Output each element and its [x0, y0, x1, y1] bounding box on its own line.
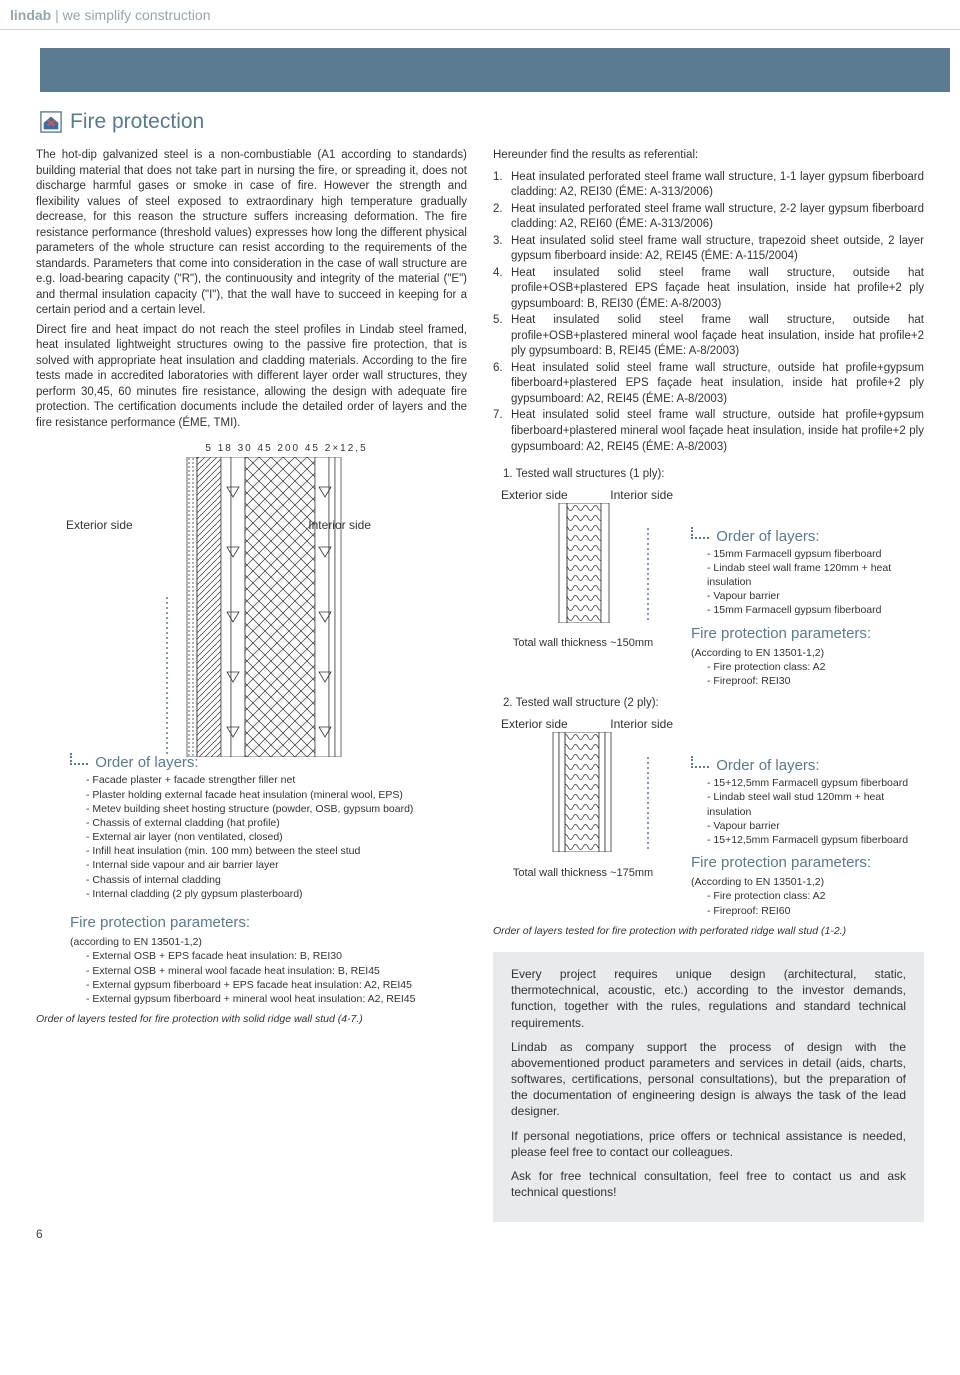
- referential-list: 1.Heat insulated perforated steel frame …: [493, 170, 924, 455]
- order-list-r2: 15+12,5mm Farmacell gypsum fiberboardLin…: [691, 776, 924, 847]
- dot-leader-icon: [691, 756, 709, 768]
- referential-item: 4.Heat insulated solid steel frame wall …: [493, 266, 924, 313]
- list-item: External gypsum fiberboard + mineral woo…: [86, 992, 467, 1006]
- referential-item: 3.Heat insulated solid steel frame wall …: [493, 234, 924, 265]
- fire-params-heading-r1: Fire protection parameters:: [691, 624, 924, 644]
- list-item: Infill heat insulation (min. 100 mm) bet…: [86, 844, 467, 858]
- fire-params-list: External OSB + EPS facade heat insulatio…: [70, 949, 467, 1006]
- referential-item: 1.Heat insulated perforated steel frame …: [493, 170, 924, 201]
- wall-mini-diagram-2: [493, 732, 673, 852]
- list-item: Internal side vapour and air barrier lay…: [86, 858, 467, 872]
- list-item: Lindab steel wall frame 120mm + heat ins…: [707, 561, 924, 589]
- tested-note-left: Order of layers tested for fire protecti…: [36, 1012, 467, 1026]
- dimension-row: 5 18 30 45 200 45 2×12,5: [106, 442, 467, 456]
- interior-label-r2: Interior side: [610, 716, 673, 732]
- list-item: Vapour barrier: [707, 819, 924, 833]
- dot-leader-icon: [70, 753, 88, 765]
- left-column: The hot-dip galvanized steel is a non-co…: [36, 148, 467, 1222]
- tested-note-right: Order of layers tested for fire protecti…: [493, 924, 924, 938]
- info-p3: If personal negotiations, price offers o…: [511, 1128, 906, 1160]
- order-of-layers-heading-r2: Order of layers:: [716, 757, 819, 774]
- tested-1-label: 1. Tested wall structures (1 ply):: [503, 467, 924, 483]
- body-paragraph-2: Direct fire and heat impact do not reach…: [36, 323, 467, 432]
- page-number: 6: [36, 1226, 960, 1242]
- referential-item: 2.Heat insulated perforated steel frame …: [493, 202, 924, 233]
- referential-item: 6.Heat insulated solid steel frame wall …: [493, 361, 924, 408]
- fire-params-list-r2: Fire protection class: A2Fireproof: REI6…: [691, 889, 924, 917]
- fire-params-list-r1: Fire protection class: A2Fireproof: REI3…: [691, 660, 924, 688]
- list-item: Fire protection class: A2: [707, 889, 924, 903]
- brand-name: lindab: [10, 7, 51, 23]
- fire-params-sub: (according to EN 13501-1,2): [70, 935, 467, 949]
- referential-item: 7.Heat insulated solid steel frame wall …: [493, 408, 924, 455]
- list-item: Plaster holding external facade heat ins…: [86, 788, 467, 802]
- total-thickness-1: Total wall thickness ~150mm: [493, 636, 673, 651]
- fire-params-heading-r2: Fire protection parameters:: [691, 853, 924, 873]
- list-item: Fire protection class: A2: [707, 660, 924, 674]
- page-title: Fire protection: [70, 108, 204, 136]
- list-item: Metev building sheet hosting structure (…: [86, 802, 467, 816]
- house-icon: [40, 111, 62, 133]
- order-of-layers-heading-r1: Order of layers:: [716, 528, 819, 545]
- blue-band: [40, 48, 950, 92]
- list-item: External OSB + EPS facade heat insulatio…: [86, 949, 467, 963]
- right-column: Hereunder find the results as referentia…: [493, 148, 924, 1222]
- list-item: External OSB + mineral wool facade heat …: [86, 964, 467, 978]
- total-thickness-2: Total wall thickness ~175mm: [493, 866, 673, 881]
- list-item: 15mm Farmacell gypsum fiberboard: [707, 603, 924, 617]
- order-of-layers-heading: Order of layers:: [95, 754, 198, 771]
- tested-2-label: 2. Tested wall structure (2 ply):: [503, 696, 924, 712]
- list-item: 15+12,5mm Farmacell gypsum fiberboard: [707, 776, 924, 790]
- fire-params-heading: Fire protection parameters:: [70, 913, 467, 933]
- list-item: Internal cladding (2 ply gypsum plasterb…: [86, 887, 467, 901]
- exterior-label: Exterior side: [66, 517, 133, 533]
- list-item: 15mm Farmacell gypsum fiberboard: [707, 547, 924, 561]
- list-item: 15+12,5mm Farmacell gypsum fiberboard: [707, 833, 924, 847]
- exterior-label-r2: Exterior side: [501, 716, 568, 732]
- order-of-layers-list: Facade plaster + facade strengther fille…: [70, 773, 467, 901]
- list-item: External gypsum fiberboard + EPS facade …: [86, 978, 467, 992]
- exterior-label-r1: Exterior side: [501, 487, 568, 503]
- fire-params-sub-r2: (According to EN 13501-1,2): [691, 875, 924, 889]
- list-item: Vapour barrier: [707, 589, 924, 603]
- info-p2: Lindab as company support the process of…: [511, 1039, 906, 1120]
- wall-mini-diagram-1: [493, 503, 673, 623]
- interior-label-r1: Interior side: [610, 487, 673, 503]
- brand-tagline: | we simplify construction: [55, 7, 210, 23]
- list-item: Chassis of external cladding (hat profil…: [86, 816, 467, 830]
- info-p4: Ask for free technical consultation, fee…: [511, 1168, 906, 1200]
- title-row: Fire protection: [40, 108, 920, 136]
- list-item: Facade plaster + facade strengther fille…: [86, 773, 467, 787]
- info-p1: Every project requires unique design (ar…: [511, 966, 906, 1031]
- referential-item: 5.Heat insulated solid steel frame wall …: [493, 313, 924, 360]
- interior-label: Interior side: [308, 517, 371, 533]
- list-item: Chassis of internal cladding: [86, 873, 467, 887]
- list-item: Fireproof: REI60: [707, 904, 924, 918]
- list-item: External air layer (non ventilated, clos…: [86, 830, 467, 844]
- order-list-r1: 15mm Farmacell gypsum fiberboardLindab s…: [691, 547, 924, 618]
- info-box: Every project requires unique design (ar…: [493, 952, 924, 1222]
- referential-intro: Hereunder find the results as referentia…: [493, 148, 924, 164]
- header-strip: lindab | we simplify construction: [0, 0, 960, 30]
- fire-params-sub-r1: (According to EN 13501-1,2): [691, 646, 924, 660]
- body-paragraph-1: The hot-dip galvanized steel is a non-co…: [36, 148, 467, 319]
- list-item: Fireproof: REI30: [707, 674, 924, 688]
- wall-cross-section-diagram: [127, 457, 377, 757]
- list-item: Lindab steel wall stud 120mm + heat insu…: [707, 790, 924, 818]
- dot-leader-icon: [691, 527, 709, 539]
